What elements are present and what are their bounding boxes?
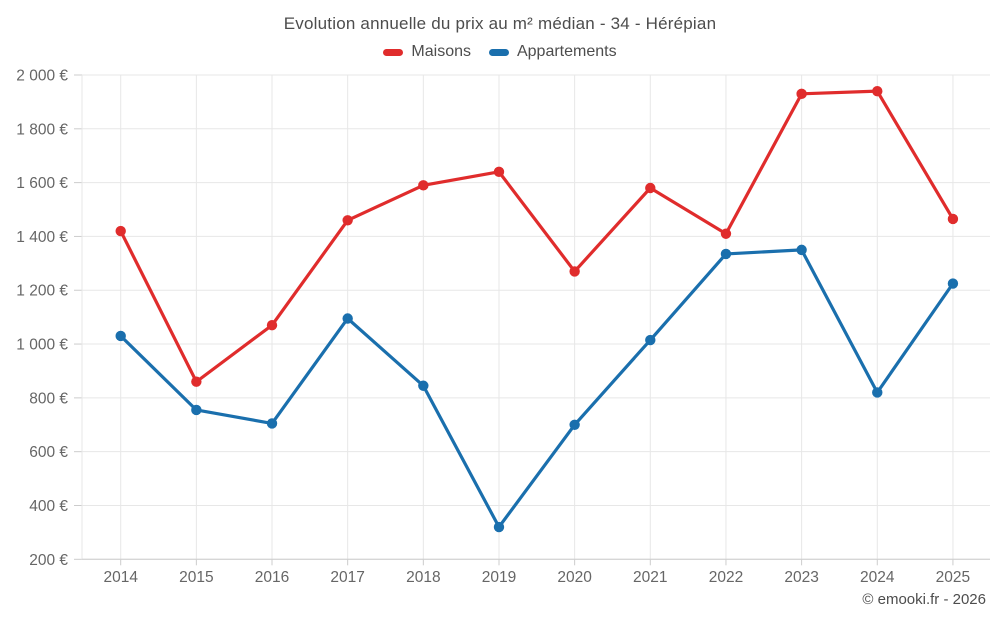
data-point-appartements-2017[interactable]	[342, 313, 353, 324]
data-point-appartements-2023[interactable]	[796, 244, 807, 256]
legend-swatch-maisons	[383, 48, 404, 56]
legend-swatch-appartements	[488, 48, 509, 56]
x-axis-labels: 2014 2015 2016 2017 2018 2019 2020 2021 2022 2023…	[103, 569, 970, 586]
svg-text:2019: 2019	[482, 569, 516, 586]
data-point-maisons-2022[interactable]	[720, 228, 732, 239]
svg-text:2018: 2018	[406, 569, 440, 586]
svg-text:1 600 €: 1 600 €	[16, 175, 68, 192]
data-point-appartements-2018[interactable]	[418, 380, 429, 391]
svg-text:2025: 2025	[936, 569, 970, 586]
legend-item-maisons[interactable]: Maisons	[383, 43, 471, 61]
svg-text:600 €: 600 €	[29, 444, 68, 461]
y-axis-labels: 200 € 400 € 600 € 800 € 1 000 € 1 200 € 1 400 …	[16, 68, 68, 569]
svg-text:400 €: 400 €	[29, 498, 68, 515]
data-point-appartements-2014[interactable]	[115, 330, 126, 342]
svg-text:800 €: 800 €	[29, 390, 68, 407]
svg-text:1 200 €: 1 200 €	[16, 283, 68, 300]
data-point-maisons-2018[interactable]	[418, 180, 429, 191]
svg-text:2021: 2021	[633, 569, 667, 586]
svg-text:1 400 €: 1 400 €	[16, 229, 68, 246]
axis-lines	[81, 75, 990, 560]
series-line-appartements	[119, 248, 955, 529]
series-points-appartements[interactable]	[115, 244, 959, 533]
data-point-appartements-2019[interactable]	[493, 521, 505, 533]
svg-text:2016: 2016	[255, 569, 289, 586]
data-point-maisons-2015[interactable]	[191, 376, 202, 387]
legend-label-maisons: Maisons	[411, 43, 471, 60]
data-point-appartements-2022[interactable]	[720, 248, 732, 260]
data-point-appartements-2024[interactable]	[872, 387, 883, 398]
data-point-appartements-2016[interactable]	[266, 418, 278, 429]
data-point-maisons-2023[interactable]	[796, 88, 807, 100]
svg-text:1 800 €: 1 800 €	[16, 121, 68, 138]
series-points-maisons[interactable]	[115, 85, 959, 387]
svg-text:200 €: 200 €	[29, 552, 68, 569]
data-point-maisons-2025[interactable]	[947, 213, 959, 225]
x-axis-ticks	[120, 559, 954, 566]
svg-text:2022: 2022	[709, 569, 743, 586]
legend-item-appartements[interactable]: Appartements	[488, 43, 617, 61]
svg-text:2017: 2017	[330, 569, 364, 586]
data-point-maisons-2016[interactable]	[266, 320, 278, 331]
chart-title: Evolution annuelle du prix au m² médian …	[283, 14, 717, 33]
y-axis-ticks	[74, 74, 82, 560]
footer-credit: © emooki.fr - 2026	[862, 591, 986, 608]
svg-text:1 000 €: 1 000 €	[16, 337, 68, 354]
legend-label-appartements: Appartements	[516, 43, 617, 60]
svg-text:2020: 2020	[557, 569, 592, 586]
data-point-appartements-2021[interactable]	[645, 334, 656, 346]
svg-text:2023: 2023	[784, 569, 818, 586]
series-line-maisons	[119, 89, 955, 384]
svg-text:2024: 2024	[860, 569, 895, 586]
vertical-gridlines	[120, 75, 954, 560]
data-point-maisons-2014[interactable]	[115, 225, 126, 237]
data-point-appartements-2015[interactable]	[191, 404, 202, 416]
svg-text:2014: 2014	[103, 569, 138, 586]
data-point-maisons-2021[interactable]	[645, 182, 656, 194]
data-point-appartements-2020[interactable]	[569, 419, 580, 430]
horizontal-gridlines	[82, 74, 990, 560]
svg-text:2 000 €: 2 000 €	[16, 68, 68, 85]
data-point-maisons-2017[interactable]	[342, 215, 353, 226]
data-point-maisons-2024[interactable]	[872, 85, 883, 97]
svg-text:2015: 2015	[179, 569, 213, 586]
data-point-appartements-2025[interactable]	[947, 278, 959, 289]
chart-legend: Maisons Appartements	[0, 43, 1000, 61]
data-point-maisons-2020[interactable]	[569, 266, 580, 277]
data-point-maisons-2019[interactable]	[493, 166, 505, 178]
